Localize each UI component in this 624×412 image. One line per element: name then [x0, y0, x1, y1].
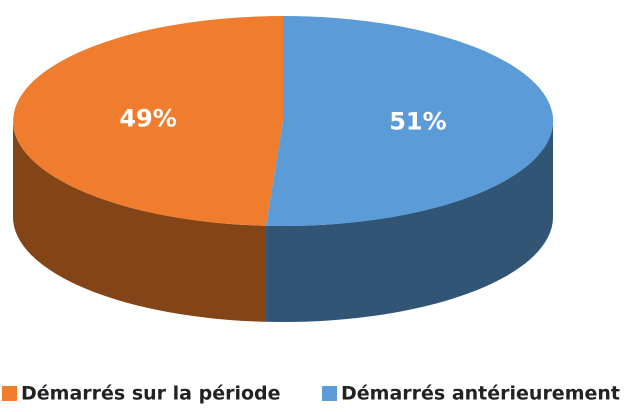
pie-slice	[13, 16, 284, 226]
pie-side	[13, 121, 267, 322]
pie-side	[266, 121, 553, 322]
value-label: 49%	[119, 104, 176, 132]
pie-sides	[13, 121, 553, 322]
legend-label: Démarrés sur la période	[21, 383, 281, 405]
pie-slice	[266, 15, 554, 226]
pie-tops	[13, 15, 554, 226]
legend-swatch	[322, 386, 337, 401]
legend: Démarrés sur la période Démarrés antérieu…	[2, 383, 620, 405]
legend-swatch	[2, 386, 17, 401]
pie-side-shade	[13, 121, 267, 322]
legend-label: Démarrés antérieurement	[341, 383, 620, 405]
pie-side-shade	[266, 121, 553, 322]
value-labels: 49% 51%	[119, 104, 446, 135]
value-label: 51%	[389, 108, 446, 136]
